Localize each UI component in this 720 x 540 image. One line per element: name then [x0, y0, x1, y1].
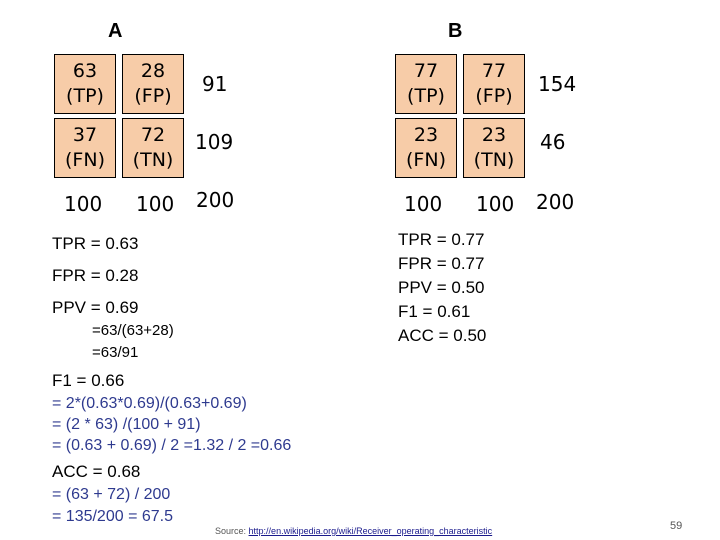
row-total-b-2: 46: [540, 130, 566, 154]
f1-b: F1 = 0.61: [398, 302, 471, 321]
cell-a-tp: 63 (TP): [54, 54, 116, 114]
row-total-a-1: 91: [202, 72, 228, 96]
cell-value: 23: [413, 124, 439, 147]
tpr-a: TPR = 0.63: [52, 234, 139, 253]
ppv-calc-2: =63/91: [92, 344, 139, 361]
source-link[interactable]: http://en.wikipedia.org/wiki/Receiver_op…: [248, 526, 493, 536]
cell-a-tn: 72 (TN): [122, 118, 184, 178]
cell-value: 77: [413, 60, 439, 83]
row-total-a-2: 109: [195, 130, 234, 154]
col-total-b-2: 100: [476, 192, 515, 216]
ppv-a: PPV = 0.69: [52, 298, 139, 317]
cell-a-fp: 28 (FP): [122, 54, 184, 114]
fpr-b: FPR = 0.77: [398, 254, 485, 273]
cell-label: (FN): [406, 149, 446, 171]
panel-a-header: A: [108, 20, 123, 42]
cell-b-tn: 23 (TN): [463, 118, 525, 178]
cell-value: 23: [481, 124, 507, 147]
f1-calc-3: = (0.63 + 0.69) / 2 =1.32 / 2 =0.66: [52, 437, 292, 454]
acc-a: ACC = 0.68: [52, 462, 141, 481]
col-total-a-2: 100: [136, 192, 175, 216]
ppv-calc-1: =63/(63+28): [92, 322, 174, 339]
f1-calc-2: = (2 * 63) /(100 + 91): [52, 416, 201, 433]
cell-value: 37: [72, 124, 98, 147]
cell-b-fn: 23 (FN): [395, 118, 457, 178]
source-citation: Source: http://en.wikipedia.org/wiki/Rec…: [215, 526, 492, 536]
cell-value: 63: [72, 60, 98, 83]
acc-b: ACC = 0.50: [398, 326, 487, 345]
acc-calc-2: = 135/200 = 67.5: [52, 508, 173, 525]
row-total-b-1: 154: [538, 72, 577, 96]
acc-calc-1: = (63 + 72) / 200: [52, 486, 171, 503]
cell-value: 28: [140, 60, 166, 83]
grand-total-b: 200: [536, 190, 575, 214]
col-total-a-1: 100: [64, 192, 103, 216]
panel-b-header: B: [448, 20, 463, 42]
cell-label: (TP): [407, 85, 445, 107]
cell-label: (TN): [132, 149, 174, 171]
tpr-b: TPR = 0.77: [398, 230, 485, 249]
col-total-b-1: 100: [404, 192, 443, 216]
cell-label: (FP): [475, 85, 513, 107]
cell-label: (FN): [65, 149, 105, 171]
cell-b-fp: 77 (FP): [463, 54, 525, 114]
cell-b-tp: 77 (TP): [395, 54, 457, 114]
f1-a: F1 = 0.66: [52, 371, 125, 390]
cell-label: (TN): [473, 149, 515, 171]
f1-calc-1: = 2*(0.63*0.69)/(0.63+0.69): [52, 395, 247, 412]
source-label: Source:: [215, 526, 247, 536]
cell-value: 72: [140, 124, 166, 147]
cell-value: 77: [481, 60, 507, 83]
cell-label: (FP): [134, 85, 172, 107]
ppv-b: PPV = 0.50: [398, 278, 485, 297]
page-number: 59: [670, 520, 683, 532]
fpr-a: FPR = 0.28: [52, 266, 139, 285]
cell-label: (TP): [66, 85, 104, 107]
grand-total-a: 200: [196, 188, 235, 212]
cell-a-fn: 37 (FN): [54, 118, 116, 178]
